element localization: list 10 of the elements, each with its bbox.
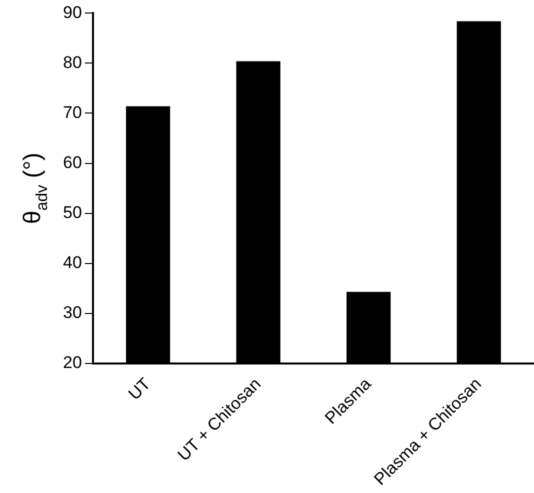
- y-tick-label: 80: [62, 52, 82, 72]
- y-tick-label: 60: [62, 152, 82, 172]
- y-tick-label: 30: [62, 303, 82, 322]
- x-tick-label: UT: [124, 374, 154, 404]
- y-tick-label: 50: [62, 202, 82, 222]
- y-tick-label: 40: [62, 252, 82, 272]
- y-tick-label: 20: [62, 353, 82, 372]
- y-tick-label: 90: [62, 2, 82, 22]
- y-axis-title: θadv (°): [19, 152, 51, 224]
- y-tick-label: 70: [62, 102, 82, 122]
